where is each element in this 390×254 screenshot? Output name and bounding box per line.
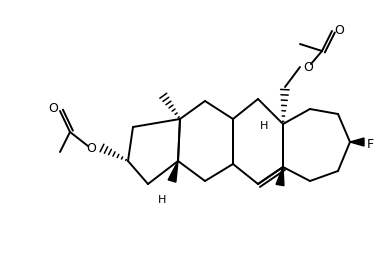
Text: F: F (367, 137, 374, 150)
Text: O: O (48, 102, 58, 115)
Text: O: O (334, 23, 344, 36)
Text: H: H (158, 194, 166, 204)
Text: O: O (86, 141, 96, 154)
Polygon shape (276, 167, 284, 186)
Polygon shape (168, 161, 178, 182)
Text: H: H (260, 121, 268, 131)
Polygon shape (350, 138, 364, 146)
Text: O: O (303, 60, 313, 73)
